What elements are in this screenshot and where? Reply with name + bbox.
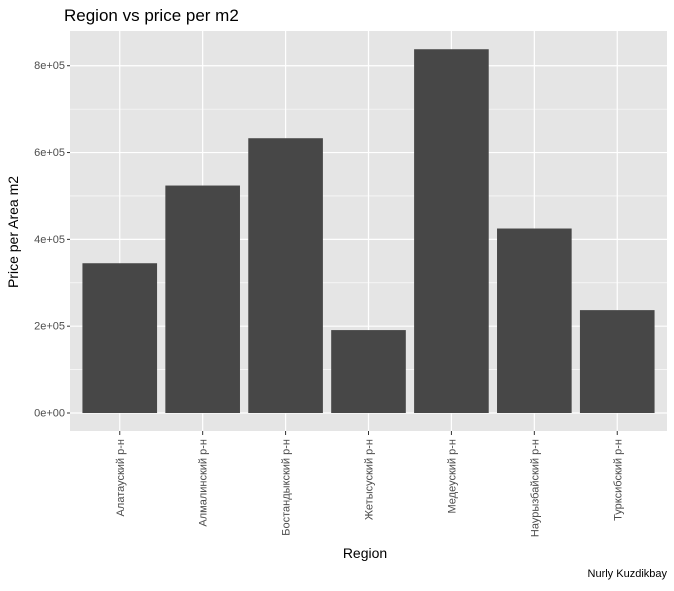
bar: [414, 49, 489, 414]
bar: [82, 263, 158, 413]
bar: [165, 185, 240, 413]
plot-area: 0e+00 2e+05 4e+05 6e+05 8e+05 Алатауский р-н А…: [34, 31, 667, 537]
x-tick-label: Алмалинский р-н: [198, 439, 210, 527]
chart-caption: Nurly Kuzdikbay: [588, 568, 668, 580]
x-tick-label: Наурызбайский р-н: [529, 439, 541, 537]
chart-title: Region vs price per m2: [64, 6, 239, 25]
y-tick-label: 6e+05: [34, 147, 65, 159]
y-tick-label: 0e+00: [34, 408, 65, 420]
y-tick-label: 4e+05: [34, 234, 65, 246]
bar: [579, 310, 655, 413]
x-tick-label: Алатауский р-н: [115, 439, 127, 516]
bar: [331, 330, 406, 413]
x-tick-label: Медеуский р-н: [446, 439, 458, 513]
x-tick-label: Турксибский р-н: [612, 439, 624, 521]
x-tick-label: Бостандыкский р-н: [281, 439, 293, 536]
y-axis-title: Price per Area m2: [5, 176, 21, 288]
bar: [497, 228, 572, 413]
y-tick-label: 2e+05: [34, 321, 65, 333]
x-axis-title: Region: [343, 545, 387, 561]
y-tick-label: 8e+05: [34, 60, 65, 72]
x-tick-label: Жетысуский р-н: [364, 439, 376, 520]
bar: [248, 138, 323, 413]
